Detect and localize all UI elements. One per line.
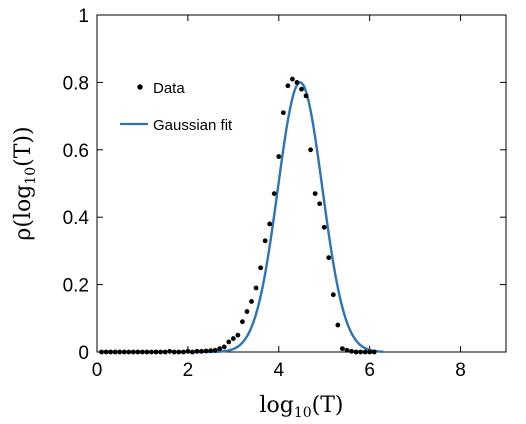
data-point <box>135 349 141 355</box>
data-point <box>371 349 377 355</box>
y-axis-title: ρ(log10(T)) <box>11 126 39 240</box>
gaussian-fit-line <box>187 81 384 354</box>
data-point <box>112 349 118 355</box>
data-point <box>330 292 336 298</box>
data-point <box>308 147 313 153</box>
data-point <box>240 319 245 325</box>
data-point <box>294 80 300 85</box>
data-point <box>235 332 241 338</box>
legend-data-marker <box>137 84 143 90</box>
y-tick-label: 0.2 <box>63 276 89 297</box>
data-point <box>230 336 236 341</box>
data-point <box>344 347 350 353</box>
data-point <box>317 201 323 207</box>
data-point <box>162 349 168 355</box>
x-tick-label: 8 <box>455 360 466 381</box>
data-point <box>262 238 268 244</box>
x-tick-label: 2 <box>183 360 194 381</box>
data-point <box>312 191 318 197</box>
data-point <box>108 349 114 355</box>
data-point <box>99 349 104 355</box>
y-tick-label: 0.6 <box>63 141 89 162</box>
data-point <box>249 299 254 304</box>
data-point <box>176 349 182 355</box>
x-axis-ticks: 0 2 4 6 8 <box>92 15 466 381</box>
data-point <box>353 349 359 355</box>
legend-fit-label: Gaussian fit <box>153 117 233 134</box>
data-point <box>103 349 109 355</box>
data-point <box>158 349 164 355</box>
y-axis-ticks: 0 0.2 0.4 0.6 0.8 1 <box>63 6 506 364</box>
data-point <box>149 349 154 355</box>
data-point <box>171 349 177 355</box>
series-layer <box>99 76 384 355</box>
data-point <box>208 348 214 354</box>
data-point <box>180 349 186 355</box>
legend-data-label: Data <box>153 80 185 97</box>
data-point <box>221 344 227 350</box>
y-tick-label: 0 <box>78 343 89 364</box>
data-point <box>280 110 286 116</box>
data-point <box>276 154 282 159</box>
data-point <box>326 255 332 261</box>
data-point <box>226 339 232 345</box>
data-point <box>140 349 145 355</box>
data-point <box>167 348 173 354</box>
legend: Data Gaussian fit <box>120 80 233 134</box>
data-point <box>340 346 345 352</box>
data-point <box>285 83 291 89</box>
data-point <box>144 349 150 355</box>
data-point <box>335 322 341 328</box>
data-point <box>303 93 309 99</box>
y-tick-label: 1 <box>78 6 89 27</box>
x-tick-label: 0 <box>92 360 103 381</box>
data-point <box>130 349 136 355</box>
data-point <box>362 349 368 355</box>
data-point <box>258 265 263 271</box>
data-point <box>349 348 354 354</box>
data-point <box>117 349 123 355</box>
data-point <box>121 349 127 355</box>
y-tick-label: 0.8 <box>63 73 89 94</box>
x-tick-label: 6 <box>364 360 375 381</box>
data-point <box>212 347 218 353</box>
data-point <box>185 348 191 354</box>
data-point <box>267 221 273 227</box>
data-point <box>253 285 259 291</box>
x-tick-label: 4 <box>273 360 284 381</box>
data-point <box>217 346 223 352</box>
plot-frame <box>96 14 507 353</box>
data-point <box>244 309 250 314</box>
data-point <box>358 349 363 355</box>
x-axis-title: log10(T) <box>259 393 343 421</box>
data-point <box>153 349 159 355</box>
data-point <box>194 348 200 354</box>
data-point <box>367 349 373 355</box>
data-point <box>199 348 204 354</box>
data-point <box>271 191 277 197</box>
data-point <box>290 76 295 82</box>
data-point <box>126 349 132 355</box>
data-point <box>321 224 327 230</box>
data-point <box>203 348 209 354</box>
data-point <box>190 349 195 355</box>
data-point <box>299 86 304 92</box>
y-tick-label: 0.4 <box>63 208 90 229</box>
